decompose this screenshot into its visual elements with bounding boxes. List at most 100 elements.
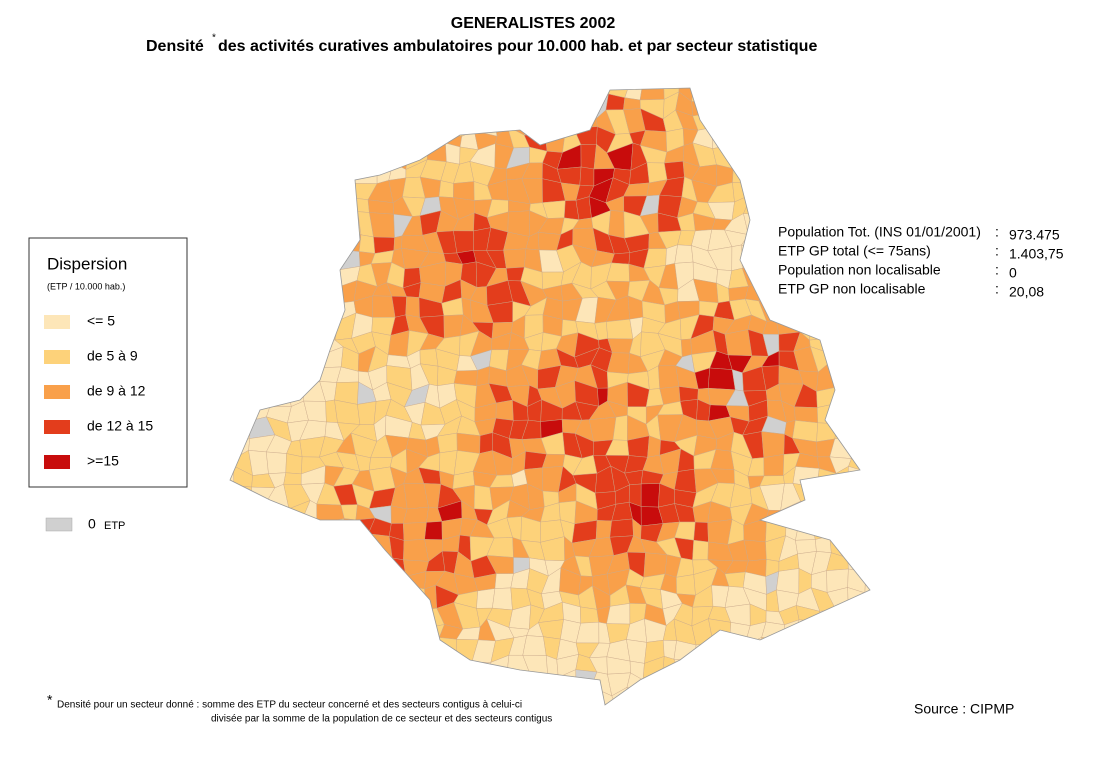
sector — [781, 640, 795, 654]
sector — [403, 539, 429, 562]
sector — [861, 483, 870, 507]
sector — [230, 279, 237, 305]
sector — [357, 618, 378, 637]
sector — [866, 472, 870, 493]
sector — [795, 199, 820, 221]
sector — [424, 521, 443, 540]
sector — [608, 210, 625, 239]
sector — [629, 703, 641, 705]
sector — [285, 182, 308, 205]
sector — [372, 295, 396, 318]
sector — [861, 500, 870, 525]
sector — [232, 92, 256, 120]
sector — [274, 182, 294, 201]
sector — [812, 165, 835, 183]
sector — [339, 131, 359, 150]
sector — [269, 317, 293, 335]
sector — [320, 283, 341, 307]
sector — [305, 536, 327, 559]
sector — [458, 678, 477, 691]
sector — [878, 401, 900, 424]
sector — [231, 251, 260, 270]
sector — [761, 714, 778, 727]
sector — [798, 673, 819, 691]
sector — [557, 166, 582, 186]
sector — [369, 669, 396, 692]
sector — [250, 607, 276, 626]
sector — [369, 212, 395, 238]
sector — [545, 108, 566, 135]
sector — [708, 91, 736, 114]
sector — [384, 88, 404, 95]
sector — [691, 88, 712, 102]
sector — [850, 635, 869, 664]
stat-colon: : — [995, 224, 999, 240]
sector — [828, 301, 847, 320]
sector — [402, 88, 429, 95]
sector — [250, 502, 268, 525]
sector — [289, 88, 308, 99]
sector — [268, 88, 292, 95]
sector — [762, 95, 785, 114]
sector — [879, 671, 900, 696]
sector — [472, 678, 491, 692]
legend-label: de 9 à 12 — [87, 383, 146, 399]
sector — [355, 110, 376, 133]
sector — [230, 350, 241, 375]
sector — [265, 636, 292, 662]
sector — [843, 419, 870, 443]
sector — [323, 652, 342, 678]
sector — [323, 604, 344, 625]
legend-label: de 5 à 9 — [87, 348, 138, 364]
source: Source : CIPMP — [914, 701, 1014, 717]
sector — [849, 669, 864, 698]
sector — [234, 179, 256, 201]
sector — [809, 125, 835, 149]
sector — [832, 688, 851, 705]
sector — [832, 313, 854, 338]
sector — [231, 506, 255, 525]
sector — [862, 127, 870, 154]
legend-items: <= 5 de 5 à 9 de 9 à 12 de 12 à 15 >=15 — [44, 313, 153, 469]
sector — [843, 398, 866, 422]
sector — [367, 576, 393, 591]
footnote: Densité pour un secteur donné : somme de… — [57, 700, 522, 711]
sector — [580, 143, 597, 170]
sector — [813, 673, 833, 691]
sector — [743, 178, 768, 195]
sector — [407, 132, 428, 150]
legend-label: <= 5 — [87, 313, 115, 329]
sector — [768, 88, 786, 103]
sector — [254, 661, 277, 673]
sector — [863, 353, 870, 374]
sector — [580, 606, 600, 624]
sector — [390, 585, 407, 609]
sector — [724, 658, 747, 677]
sector — [845, 696, 870, 705]
sector — [266, 451, 287, 474]
sector — [776, 708, 800, 728]
sector — [282, 248, 308, 269]
sector — [230, 365, 241, 389]
sector — [743, 193, 765, 216]
sector — [793, 652, 818, 678]
sector — [827, 504, 853, 521]
sector — [251, 381, 276, 407]
sector — [809, 296, 833, 320]
sector — [831, 382, 854, 409]
sector — [358, 234, 376, 254]
legend-title: Dispersion — [47, 254, 127, 273]
sector — [250, 331, 275, 356]
sector — [693, 642, 716, 661]
sector — [369, 129, 391, 150]
sector — [798, 500, 819, 526]
sector — [316, 503, 345, 525]
sector — [664, 693, 684, 705]
sector — [285, 453, 303, 475]
sector — [307, 557, 327, 576]
sector — [336, 556, 361, 578]
sector — [255, 287, 276, 305]
sector — [504, 96, 530, 119]
sector — [425, 93, 444, 115]
sector — [337, 635, 359, 656]
